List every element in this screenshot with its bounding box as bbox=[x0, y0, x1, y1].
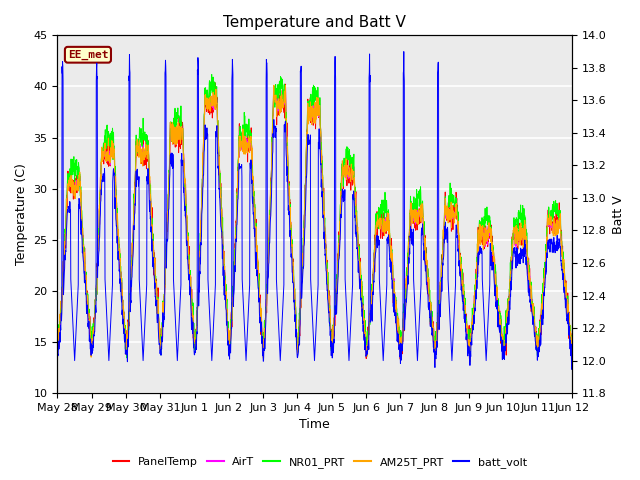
PanelTemp bbox=[568, 331, 576, 337]
PanelTemp bbox=[54, 348, 61, 354]
NR01_PRT bbox=[54, 336, 61, 342]
PanelTemp bbox=[554, 217, 561, 223]
NR01_PRT bbox=[291, 289, 298, 295]
NR01_PRT bbox=[568, 333, 576, 338]
AM25T_PRT bbox=[568, 334, 576, 340]
batt_volt bbox=[290, 299, 298, 305]
AirT bbox=[459, 277, 467, 283]
NR01_PRT bbox=[568, 357, 575, 362]
Legend: PanelTemp, AirT, NR01_PRT, AM25T_PRT, batt_volt: PanelTemp, AirT, NR01_PRT, AM25T_PRT, ba… bbox=[108, 452, 532, 472]
AirT bbox=[554, 220, 561, 226]
AM25T_PRT bbox=[54, 341, 61, 347]
AM25T_PRT bbox=[554, 221, 561, 227]
NR01_PRT bbox=[208, 72, 216, 77]
AirT bbox=[282, 85, 289, 91]
batt_volt bbox=[54, 358, 61, 363]
NR01_PRT bbox=[304, 98, 312, 104]
batt_volt bbox=[568, 366, 575, 372]
Title: Temperature and Batt V: Temperature and Batt V bbox=[223, 15, 406, 30]
batt_volt bbox=[400, 48, 408, 54]
batt_volt bbox=[304, 141, 312, 147]
batt_volt bbox=[553, 242, 561, 248]
PanelTemp bbox=[459, 271, 467, 277]
PanelTemp bbox=[431, 362, 438, 368]
AirT bbox=[54, 345, 61, 351]
AM25T_PRT bbox=[291, 285, 298, 291]
AirT bbox=[80, 245, 88, 251]
NR01_PRT bbox=[80, 252, 88, 257]
AirT bbox=[568, 336, 576, 342]
X-axis label: Time: Time bbox=[300, 419, 330, 432]
AM25T_PRT bbox=[554, 217, 561, 223]
batt_volt bbox=[554, 233, 561, 239]
PanelTemp bbox=[291, 297, 298, 303]
PanelTemp bbox=[211, 80, 219, 86]
Line: AirT: AirT bbox=[58, 88, 572, 359]
Y-axis label: Temperature (C): Temperature (C) bbox=[15, 163, 28, 265]
NR01_PRT bbox=[553, 211, 561, 217]
AirT bbox=[554, 222, 561, 228]
Line: AM25T_PRT: AM25T_PRT bbox=[58, 85, 572, 362]
batt_volt bbox=[459, 293, 467, 299]
Y-axis label: Batt V: Batt V bbox=[612, 195, 625, 234]
Line: PanelTemp: PanelTemp bbox=[58, 83, 572, 365]
PanelTemp bbox=[80, 242, 88, 248]
batt_volt bbox=[568, 344, 576, 349]
AirT bbox=[304, 101, 312, 107]
AM25T_PRT bbox=[270, 83, 278, 88]
AirT bbox=[466, 356, 474, 362]
NR01_PRT bbox=[554, 201, 561, 206]
PanelTemp bbox=[304, 96, 312, 102]
AM25T_PRT bbox=[304, 100, 312, 106]
AirT bbox=[291, 289, 298, 295]
Line: NR01_PRT: NR01_PRT bbox=[58, 74, 572, 360]
AM25T_PRT bbox=[80, 246, 88, 252]
PanelTemp bbox=[554, 214, 561, 220]
Line: batt_volt: batt_volt bbox=[58, 51, 572, 369]
batt_volt bbox=[80, 260, 88, 265]
NR01_PRT bbox=[459, 278, 467, 284]
Text: EE_met: EE_met bbox=[68, 49, 108, 60]
AM25T_PRT bbox=[466, 359, 474, 365]
AM25T_PRT bbox=[459, 279, 467, 285]
